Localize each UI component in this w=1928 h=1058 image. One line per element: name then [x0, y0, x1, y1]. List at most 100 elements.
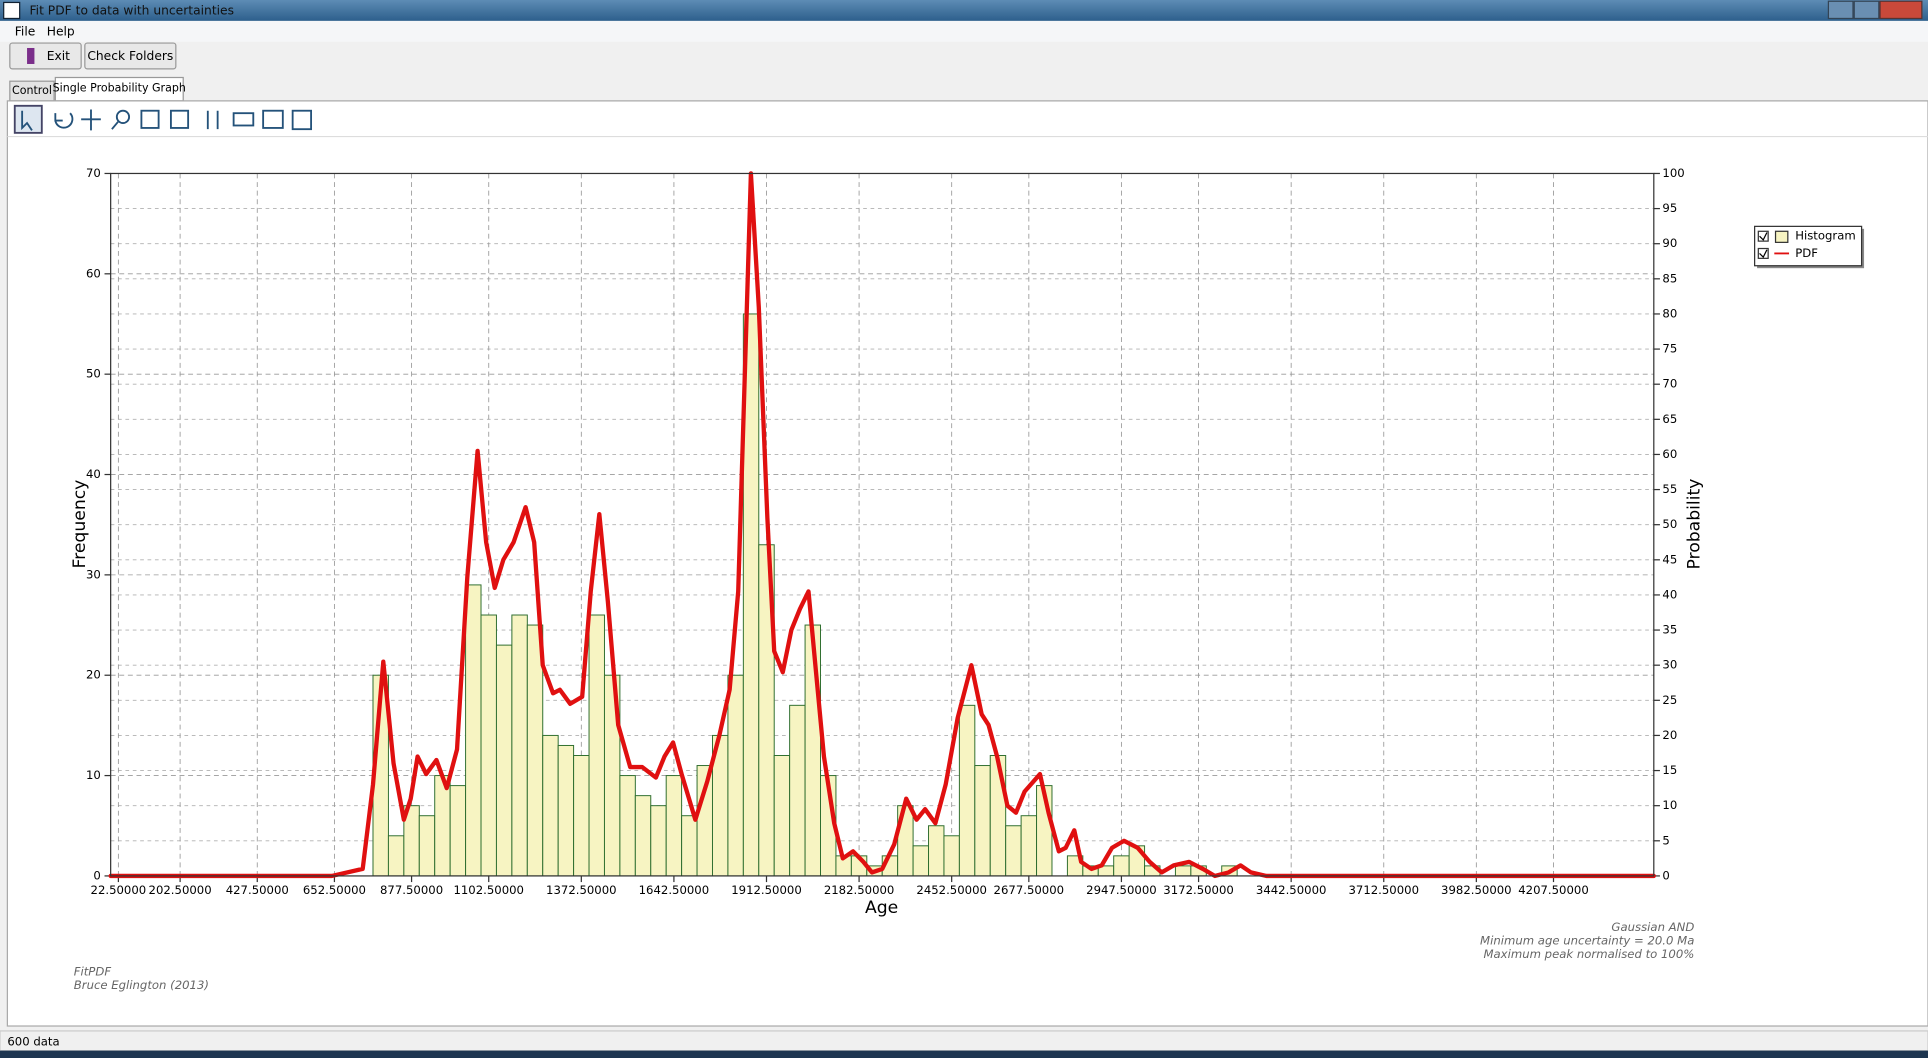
- status-bar: [0, 1030, 1928, 1052]
- y2-tick-label: 65: [1662, 412, 1677, 426]
- taskbar: [0, 1050, 1928, 1058]
- histogram-bar: [665, 775, 683, 877]
- tab-label[interactable]: Control: [12, 84, 52, 97]
- histogram-bar: [773, 755, 791, 877]
- tool-zoom-handle: [111, 121, 119, 130]
- x-tick-label: 3442.50000: [1256, 883, 1327, 897]
- y2-tick-label: 25: [1662, 693, 1677, 707]
- histogram-bar: [696, 765, 713, 877]
- histogram-bar: [619, 775, 636, 877]
- window-title: Fit PDF to data with uncertainties: [30, 4, 234, 18]
- x-tick-label: 202.50000: [149, 883, 212, 897]
- histogram-bar: [1113, 855, 1130, 877]
- histogram-bar: [465, 584, 482, 877]
- tool-zoom-in[interactable]: [140, 109, 160, 129]
- plot: 0 10 20 30 40 50 60 70 0 5 10 15 20 25 30 35 40 45 50 55 60 6…: [86, 166, 1685, 897]
- y2-tick-label: 20: [1662, 728, 1677, 742]
- y2-tick-label: 90: [1662, 236, 1677, 250]
- tool-pan[interactable]: [81, 109, 101, 131]
- y2-tick-label: 100: [1662, 166, 1684, 180]
- histogram-bar: [542, 734, 559, 877]
- x-tick-label: 427.50000: [226, 883, 289, 897]
- menu-item[interactable]: File: [15, 24, 36, 38]
- title-bar: [0, 0, 1928, 21]
- credit: FitPDF: [74, 964, 112, 978]
- y2-tick-label: 15: [1662, 763, 1677, 777]
- x-tick-label: 22.50000: [91, 883, 147, 897]
- x-tick-label: 3712.50000: [1348, 883, 1419, 897]
- histogram-bar: [958, 704, 976, 877]
- legend-box: [1754, 225, 1863, 267]
- note: Minimum age uncertainty = 20.0 Ma: [1480, 934, 1694, 948]
- tool-zoom[interactable]: [115, 109, 131, 124]
- menu-item[interactable]: Help: [47, 24, 75, 38]
- histogram-bar: [557, 744, 575, 877]
- toolbar: [13, 104, 313, 134]
- y2-tick-label: 30: [1662, 658, 1677, 672]
- x-tick-label: 2947.50000: [1086, 883, 1157, 897]
- pdf-line: [108, 171, 1656, 879]
- check-folders-button[interactable]: [84, 42, 177, 70]
- y-tick-label: 20: [86, 668, 101, 682]
- y-tick-label: 10: [86, 768, 101, 782]
- tool-copy[interactable]: [262, 109, 284, 129]
- legend-swatch: [1774, 230, 1789, 243]
- tool-print[interactable]: [232, 112, 255, 127]
- tool-undo[interactable]: [54, 112, 74, 129]
- tool-settings[interactable]: [206, 110, 219, 130]
- histogram-bar: [1174, 865, 1192, 877]
- x-tick-label: 1102.50000: [453, 883, 524, 897]
- window-controls[interactable]: [1827, 0, 1923, 20]
- y2-tick-label: 0: [1662, 868, 1669, 882]
- y2-tick-label: 85: [1662, 271, 1677, 285]
- y2-tick-label: 10: [1662, 798, 1677, 812]
- y2-tick-label: 40: [1662, 587, 1677, 601]
- button-label[interactable]: Exit: [47, 49, 70, 63]
- x-tick-label: 1642.50000: [639, 883, 710, 897]
- x-tick-label: 652.50000: [303, 883, 366, 897]
- histogram-bar: [480, 614, 497, 877]
- x-tick-label: 1372.50000: [546, 883, 617, 897]
- status-text: 600 data: [7, 1035, 59, 1049]
- y2-tick-label: 55: [1662, 482, 1677, 496]
- histogram-bar: [573, 755, 590, 877]
- credit: Bruce Eglington (2013): [74, 978, 209, 992]
- y-tick-label: 0: [93, 868, 100, 882]
- note: Gaussian AND: [1611, 920, 1694, 934]
- y-tick-label: 60: [86, 266, 101, 280]
- histogram-bar: [974, 765, 991, 877]
- tab-label[interactable]: Single Probability Graph: [53, 82, 186, 95]
- app-icon: [3, 1, 21, 20]
- x-tick-label: 2677.50000: [994, 883, 1065, 897]
- x-tick-label: 2452.50000: [916, 883, 987, 897]
- histogram-bar: [727, 674, 744, 877]
- y2-tick-label: 95: [1662, 201, 1677, 215]
- y-tick-label: 70: [86, 166, 101, 180]
- tool-select[interactable]: [13, 104, 43, 134]
- histogram-bar: [418, 815, 436, 877]
- note: Maximum peak normalised to 100%: [1483, 947, 1694, 961]
- button-label[interactable]: Check Folders: [87, 49, 173, 63]
- histogram-bar: [511, 614, 528, 877]
- y2-tick-label: 80: [1662, 306, 1677, 320]
- y-axis-title: Frequency: [70, 480, 90, 569]
- tool-zoom-out[interactable]: [169, 109, 190, 129]
- x-tick-label: 2182.50000: [824, 883, 895, 897]
- histogram-bar: [434, 775, 451, 877]
- legend-checkbox[interactable]: [1757, 230, 1769, 242]
- histogram-bar: [681, 815, 698, 877]
- tool-select-icon: [21, 110, 33, 131]
- exit-button[interactable]: [9, 42, 82, 70]
- tool-save[interactable]: [291, 109, 313, 131]
- x-axis-title: Age: [865, 898, 898, 918]
- y2-axis-title: Probability: [1684, 479, 1704, 570]
- histogram-bar: [928, 825, 945, 877]
- check-mark: [1759, 232, 1768, 241]
- legend-checkbox[interactable]: [1757, 247, 1769, 259]
- histogram-bar: [449, 785, 467, 877]
- histogram-bar: [912, 845, 930, 877]
- x-tick-label: 3982.50000: [1441, 883, 1512, 897]
- histogram-bar: [789, 704, 806, 877]
